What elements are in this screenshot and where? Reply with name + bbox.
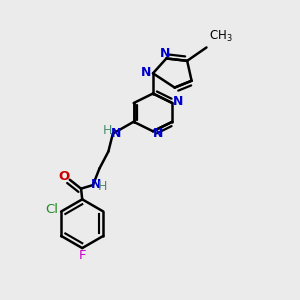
Text: N: N	[153, 127, 164, 140]
Text: N: N	[91, 178, 101, 191]
Text: O: O	[59, 170, 70, 183]
Text: Cl: Cl	[46, 202, 59, 216]
Text: F: F	[79, 249, 86, 262]
Text: N: N	[172, 95, 183, 108]
Text: N: N	[111, 127, 121, 140]
Text: CH$_3$: CH$_3$	[209, 29, 232, 44]
Text: H: H	[103, 124, 112, 137]
Text: N: N	[141, 66, 152, 79]
Text: N: N	[160, 46, 170, 60]
Text: H: H	[98, 180, 107, 193]
